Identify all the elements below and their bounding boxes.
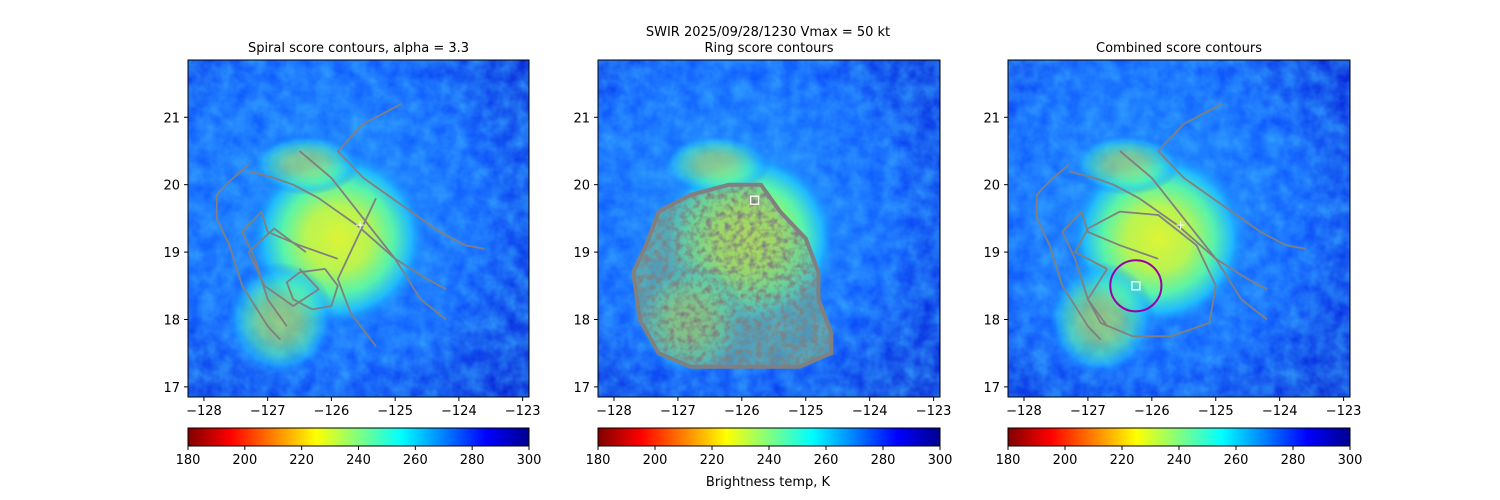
x-tick-label: −125 xyxy=(788,404,824,419)
panel-title: Ring score contours xyxy=(704,41,833,56)
y-tick-label: 19 xyxy=(163,246,180,261)
panel-title: Combined score contours xyxy=(1096,41,1262,56)
x-tick-label: −124 xyxy=(1262,404,1298,419)
fit-circle-marker xyxy=(1109,259,1163,313)
colorbar-tick-label: 240 xyxy=(757,453,782,468)
x-tick-label: −126 xyxy=(314,404,350,419)
colorbar xyxy=(597,427,941,447)
x-tick-label: −123 xyxy=(505,404,541,419)
x-tick-label: −128 xyxy=(596,404,632,419)
y-tick-label: 20 xyxy=(573,179,590,194)
colorbar-tick-label: 260 xyxy=(1224,453,1249,468)
colorbar-tick-label: 240 xyxy=(1167,453,1192,468)
colorbar-tick-label: 300 xyxy=(928,453,953,468)
ring-score-contours xyxy=(633,184,832,367)
score-contour-2 xyxy=(1068,170,1268,290)
score-contour-4 xyxy=(1119,150,1268,321)
axes-frame xyxy=(187,59,530,398)
colorbar-tick-label: 200 xyxy=(1053,453,1078,468)
x-tick-label: −123 xyxy=(1326,404,1362,419)
colorbar-tick-label: 280 xyxy=(871,453,896,468)
colorbar-tick-label: 180 xyxy=(996,453,1021,468)
y-tick-label: 21 xyxy=(573,111,590,126)
figure-suptitle: SWIR 2025/09/28/1230 Vmax = 50 kt xyxy=(646,25,890,40)
x-tick-label: −125 xyxy=(377,404,413,419)
colorbar-tick-label: 260 xyxy=(814,453,839,468)
center-plus-marker xyxy=(356,221,365,230)
y-tick-label: 18 xyxy=(163,313,180,328)
storm-band xyxy=(1045,262,1156,377)
y-tick-label: 19 xyxy=(983,246,1000,261)
ring-score-outline xyxy=(631,182,834,369)
colorbar-tick-label: 300 xyxy=(1338,453,1363,468)
x-tick-label: −128 xyxy=(186,404,222,419)
score-contour-3 xyxy=(215,163,282,341)
y-tick-label: 18 xyxy=(573,313,590,328)
y-tick-label: 21 xyxy=(163,111,180,126)
colorbar-tick-label: 200 xyxy=(232,453,257,468)
score-contour-5 xyxy=(298,150,447,321)
colorbar-tick-label: 280 xyxy=(460,453,485,468)
y-tick-label: 17 xyxy=(983,381,1000,396)
colorbar-tick-label: 180 xyxy=(176,453,201,468)
x-tick-label: −127 xyxy=(250,404,286,419)
plot-area xyxy=(188,60,529,397)
x-tick-label: −126 xyxy=(724,404,760,419)
score-contour-2 xyxy=(248,170,447,290)
score-contour-1 xyxy=(1157,103,1306,250)
colorbar-label: Brightness temp, K xyxy=(706,475,831,490)
storm-band-north xyxy=(661,134,771,195)
x-tick-label: −124 xyxy=(852,404,888,419)
y-tick-label: 19 xyxy=(573,246,590,261)
x-tick-label: −125 xyxy=(1198,404,1234,419)
y-tick-label: 20 xyxy=(983,179,1000,194)
colorbar-tick-label: 200 xyxy=(643,453,668,468)
score-contour-1 xyxy=(336,103,485,250)
colorbar-tick-label: 220 xyxy=(289,453,314,468)
colorbar-tick-label: 300 xyxy=(517,453,542,468)
x-tick-label: −128 xyxy=(1006,404,1042,419)
y-tick-label: 21 xyxy=(983,111,1000,126)
score-contour-5 xyxy=(1061,210,1159,327)
axes-frame xyxy=(597,59,941,398)
center-square-marker xyxy=(1131,281,1141,291)
x-tick-label: −123 xyxy=(916,404,952,419)
score-contour-6 xyxy=(247,227,320,307)
score-contour-8 xyxy=(285,268,339,311)
center-square-marker xyxy=(749,195,760,205)
colorbar-tick-label: 260 xyxy=(403,453,428,468)
score-contour-3 xyxy=(1035,163,1102,341)
y-tick-label: 17 xyxy=(163,381,180,396)
x-tick-label: −126 xyxy=(1134,404,1170,419)
axes-frame xyxy=(1007,59,1351,398)
panel-2: Ring score contours −128 −127 −126 −125 −124 −… xyxy=(573,41,952,468)
panel-1: Spiral score contours, alpha = 3.3 −128 −1… xyxy=(163,41,541,468)
colorbar xyxy=(187,427,530,447)
x-tick-label: −127 xyxy=(660,404,696,419)
storm-band xyxy=(225,262,335,377)
colorbar-tick-label: 180 xyxy=(586,453,611,468)
colorbar-tick-label: 240 xyxy=(346,453,371,468)
score-contour-6 xyxy=(1074,210,1217,338)
colorbar-tick-label: 280 xyxy=(1281,453,1306,468)
plot-area xyxy=(598,60,940,397)
plot-area xyxy=(1008,60,1350,397)
panel-title: Spiral score contours, alpha = 3.3 xyxy=(248,41,469,56)
x-tick-label: −124 xyxy=(441,404,477,419)
colorbar-tick-label: 220 xyxy=(1110,453,1135,468)
colorbar-tick-label: 220 xyxy=(700,453,725,468)
y-tick-label: 18 xyxy=(983,313,1000,328)
center-plus-marker xyxy=(1176,221,1185,230)
y-tick-label: 17 xyxy=(573,381,590,396)
panel-3: Combined score contours −128 −127 −126 −125 −… xyxy=(983,41,1362,468)
colorbar xyxy=(1007,427,1351,447)
y-tick-label: 20 xyxy=(163,179,180,194)
x-tick-label: −127 xyxy=(1070,404,1106,419)
